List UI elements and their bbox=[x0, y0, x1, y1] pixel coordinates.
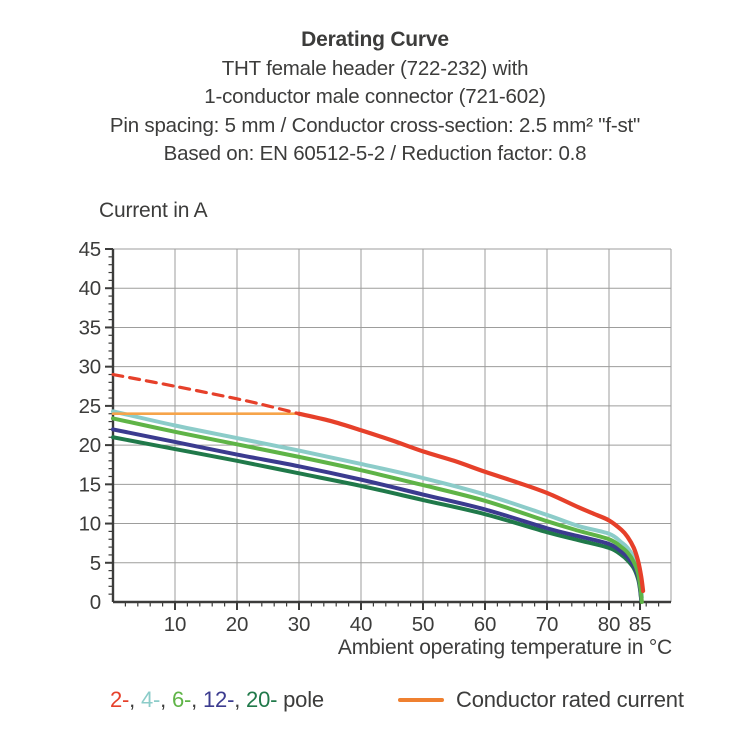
legend-pole-12: 12- bbox=[203, 687, 235, 712]
x-tick-label: 85 bbox=[629, 613, 651, 636]
x-axis-title: Ambient operating temperature in °C bbox=[337, 636, 672, 659]
y-tick-label: 5 bbox=[90, 552, 101, 575]
y-tick-label: 35 bbox=[79, 316, 101, 339]
y-tick-label: 30 bbox=[79, 356, 101, 379]
axes bbox=[111, 249, 671, 604]
chart-subtitle-spec: Pin spacing: 5 mm / Conductor cross-sect… bbox=[109, 113, 641, 137]
series-4-pole bbox=[111, 409, 644, 600]
chart-header: Derating Curve THT female header (722-23… bbox=[0, 26, 750, 169]
x-tick-label: 20 bbox=[226, 613, 248, 636]
rated-current-label: Conductor rated current bbox=[456, 687, 684, 712]
chart-subtitle-product: THT female header (722-232) with bbox=[221, 56, 529, 80]
series-curves bbox=[111, 372, 646, 604]
legend-pole-counts: 2-, 4-, 6-, 12-, 20- pole bbox=[110, 687, 324, 713]
y-tick-label: 20 bbox=[79, 434, 101, 457]
chart-title: Derating Curve bbox=[301, 28, 449, 51]
x-tick-label: 60 bbox=[474, 613, 496, 636]
legend-pole-separator: , bbox=[191, 687, 203, 712]
series-2-pole-dashed bbox=[111, 372, 301, 416]
derating-curve-plot: 0 5 10 15 20 25 30 35 40 45 10 20 30 40 50 60 70 80 85 bbox=[79, 238, 672, 636]
x-tick-label: 70 bbox=[536, 613, 558, 636]
x-tick-label: 50 bbox=[412, 613, 434, 636]
y-axis-title: Current in A bbox=[99, 199, 208, 222]
y-tick-label: 0 bbox=[90, 591, 101, 614]
x-tick-label: 80 bbox=[598, 613, 620, 636]
y-tick-label: 15 bbox=[79, 473, 101, 496]
y-tick-label: 25 bbox=[79, 395, 101, 418]
x-tick-label: 10 bbox=[164, 613, 186, 636]
chart-subtitle-connector: 1-conductor male connector (721-602) bbox=[204, 85, 546, 108]
legend-pole-2: 2- bbox=[110, 687, 130, 712]
x-tick-label: 30 bbox=[288, 613, 310, 636]
rated-current-line-swatch bbox=[398, 697, 444, 703]
y-tick-label: 10 bbox=[79, 513, 101, 536]
series-12-pole bbox=[111, 427, 644, 602]
series-2-pole bbox=[296, 411, 646, 594]
legend-pole-separator: pole bbox=[277, 687, 324, 712]
y-tick-label: 45 bbox=[79, 238, 101, 261]
gridlines bbox=[113, 248, 672, 602]
legend-rated-current: Conductor rated current bbox=[398, 687, 684, 713]
legend-pole-separator: , bbox=[160, 687, 172, 712]
legend-pole-separator: , bbox=[234, 687, 247, 712]
legend-pole-separator: , bbox=[129, 687, 141, 712]
tick-labels: 0 5 10 15 20 25 30 35 40 45 10 20 30 40 50 60 70 80 85 bbox=[79, 238, 652, 636]
series-6-pole bbox=[111, 416, 644, 604]
legend-pole-20: 20- bbox=[246, 687, 278, 712]
y-tick-label: 40 bbox=[79, 277, 101, 300]
chart-subtitle-standard: Based on: EN 60512-5-2 / Reduction facto… bbox=[163, 142, 587, 165]
x-tick-label: 40 bbox=[350, 613, 372, 636]
legend-pole-6: 6- bbox=[172, 687, 192, 712]
legend-pole-4: 4- bbox=[141, 687, 161, 712]
